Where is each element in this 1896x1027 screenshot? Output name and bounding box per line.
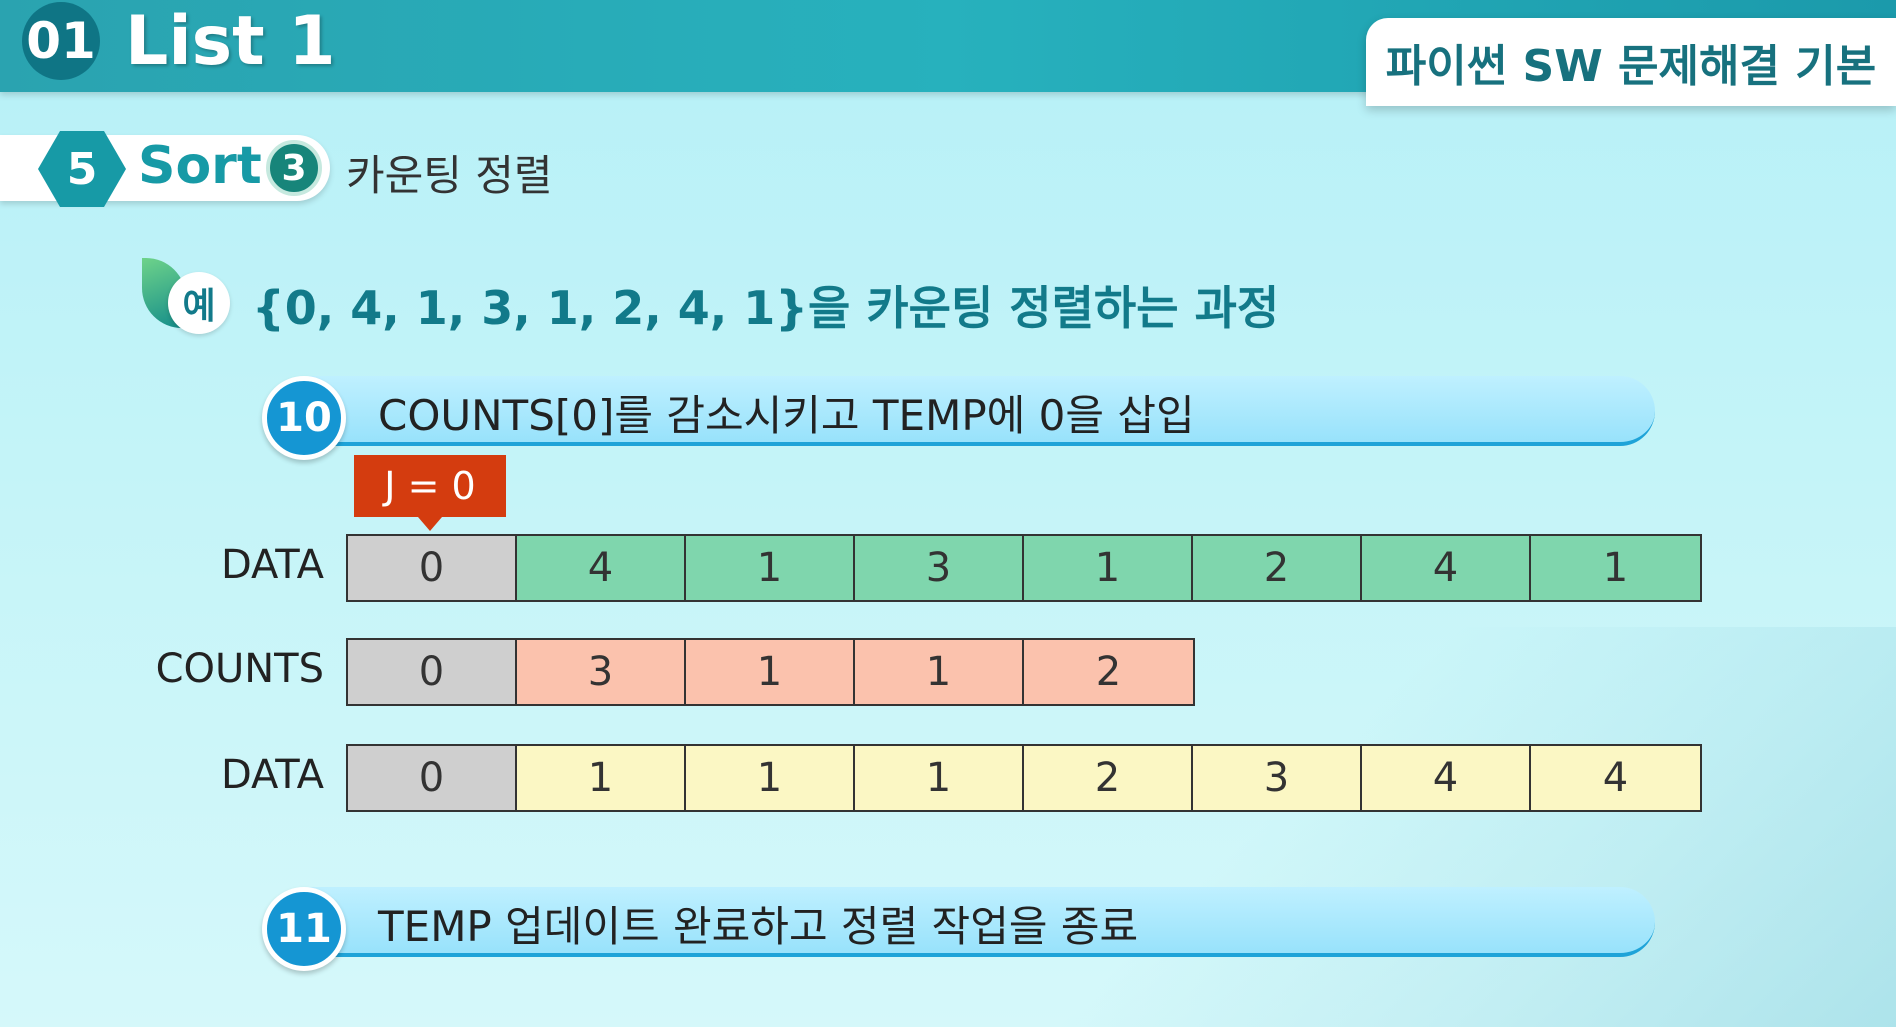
array-cell: 1 (855, 746, 1024, 810)
array-cell: 1 (686, 536, 855, 600)
temp-array-label: DATA (220, 752, 324, 798)
temp-array: 0 1 1 1 2 3 4 4 (346, 744, 1702, 812)
index-pointer: J = 0 (354, 455, 506, 531)
counts-array: 0 3 1 1 2 (346, 638, 1195, 706)
array-cell: 1 (686, 746, 855, 810)
array-cell: 1 (517, 746, 686, 810)
example-label: 예 (168, 272, 230, 334)
counts-array-label: COUNTS (155, 646, 324, 692)
array-cell: 3 (517, 640, 686, 704)
array-cell: 0 (348, 746, 517, 810)
array-cell: 0 (348, 640, 517, 704)
array-cell: 4 (1362, 536, 1531, 600)
array-cell: 1 (686, 640, 855, 704)
step-number: 11 (262, 887, 346, 971)
array-cell: 4 (1362, 746, 1531, 810)
data-array: 0 4 1 3 1 2 4 1 (346, 534, 1702, 602)
array-cell: 0 (348, 536, 517, 600)
array-cell: 3 (855, 536, 1024, 600)
subsection-number: 3 (266, 140, 322, 196)
array-cell: 2 (1024, 746, 1193, 810)
example-title: {0, 4, 1, 3, 1, 2, 4, 1}을 카운팅 정렬하는 과정 (252, 281, 1280, 335)
course-title: 파이썬 SW 문제해결 기본 (1366, 18, 1896, 106)
array-cell: 2 (1024, 640, 1193, 704)
chapter-number: 01 (22, 2, 100, 80)
array-cell: 4 (1531, 746, 1700, 810)
array-cell: 1 (855, 640, 1024, 704)
step-bar (302, 376, 1655, 446)
section-number: 5 (38, 131, 126, 207)
step-11: 11 TEMP 업데이트 완료하고 정렬 작업을 종료 (262, 887, 1655, 971)
array-cell: 3 (1193, 746, 1362, 810)
example-badge: 예 (142, 258, 230, 336)
array-cell: 1 (1531, 536, 1700, 600)
subsection-title: 카운팅 정렬 (346, 151, 553, 200)
step-number: 10 (262, 376, 346, 460)
step-bar (302, 887, 1655, 957)
array-cell: 2 (1193, 536, 1362, 600)
step-10: 10 COUNTS[0]를 감소시키고 TEMP에 0을 삽입 (262, 376, 1655, 460)
array-cell: 1 (1024, 536, 1193, 600)
step-text: TEMP 업데이트 완료하고 정렬 작업을 종료 (378, 902, 1139, 951)
section-label: Sort (138, 136, 262, 196)
data-array-label: DATA (220, 542, 324, 588)
array-cell: 4 (517, 536, 686, 600)
step-text: COUNTS[0]를 감소시키고 TEMP에 0을 삽입 (378, 391, 1195, 440)
chapter-title: List 1 (125, 2, 336, 81)
